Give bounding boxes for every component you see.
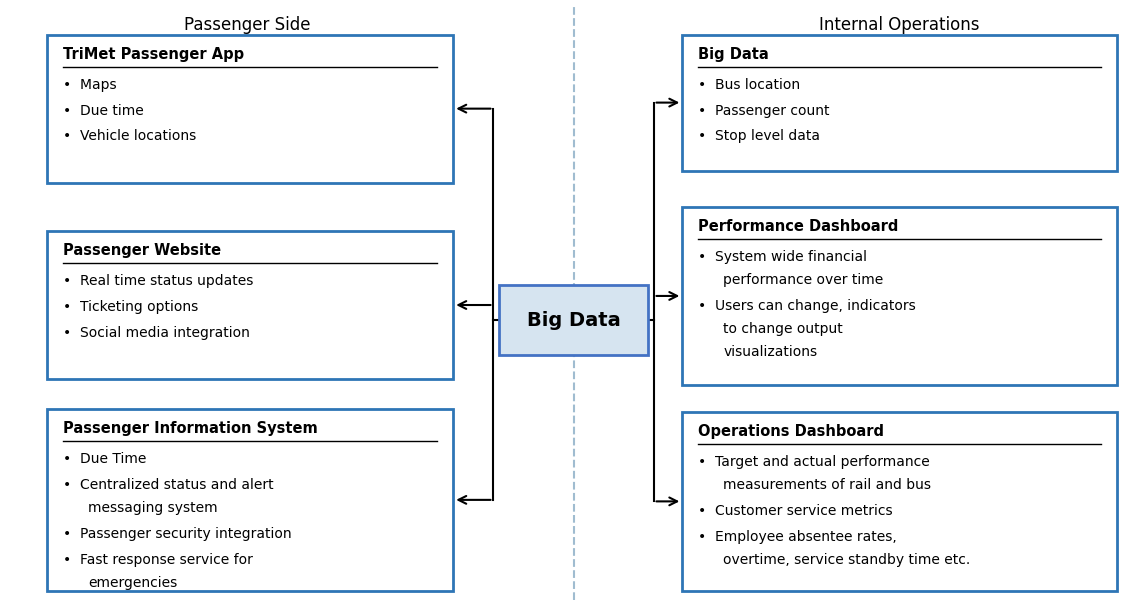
Text: Big Data: Big Data — [699, 47, 768, 62]
Text: •  Stop level data: • Stop level data — [699, 129, 820, 143]
Text: Passenger Side: Passenger Side — [185, 16, 311, 35]
FancyBboxPatch shape — [682, 412, 1117, 591]
FancyBboxPatch shape — [682, 35, 1117, 171]
Text: •  Centralized status and alert: • Centralized status and alert — [63, 478, 274, 492]
Text: performance over time: performance over time — [724, 273, 883, 287]
Text: •  Users can change, indicators: • Users can change, indicators — [699, 299, 916, 313]
Text: to change output: to change output — [724, 322, 843, 336]
Text: measurements of rail and bus: measurements of rail and bus — [724, 478, 931, 492]
Text: •  Target and actual performance: • Target and actual performance — [699, 455, 930, 469]
Text: •  Maps: • Maps — [63, 78, 117, 92]
Text: •  Real time status updates: • Real time status updates — [63, 274, 253, 288]
Text: Big Data: Big Data — [526, 311, 621, 330]
Text: TriMet Passenger App: TriMet Passenger App — [63, 47, 244, 62]
Text: emergencies: emergencies — [88, 576, 178, 590]
Text: Passenger Information System: Passenger Information System — [63, 421, 318, 436]
Text: •  System wide financial: • System wide financial — [699, 249, 867, 263]
Text: Operations Dashboard: Operations Dashboard — [699, 424, 884, 439]
Text: messaging system: messaging system — [88, 501, 218, 515]
FancyBboxPatch shape — [499, 285, 648, 355]
Text: •  Due time: • Due time — [63, 104, 143, 118]
Text: •  Due Time: • Due Time — [63, 452, 147, 466]
Text: •  Passenger count: • Passenger count — [699, 104, 829, 118]
FancyBboxPatch shape — [47, 409, 453, 591]
Text: •  Fast response service for: • Fast response service for — [63, 553, 253, 567]
Text: •  Ticketing options: • Ticketing options — [63, 300, 198, 314]
Text: •  Bus location: • Bus location — [699, 78, 801, 92]
Text: Performance Dashboard: Performance Dashboard — [699, 219, 898, 234]
Text: overtime, service standby time etc.: overtime, service standby time etc. — [724, 553, 970, 567]
Text: •  Social media integration: • Social media integration — [63, 326, 250, 340]
FancyBboxPatch shape — [47, 35, 453, 183]
Text: •  Passenger security integration: • Passenger security integration — [63, 527, 291, 541]
Text: •  Employee absentee rates,: • Employee absentee rates, — [699, 530, 897, 544]
Text: Internal Operations: Internal Operations — [819, 16, 980, 35]
Text: visualizations: visualizations — [724, 345, 818, 359]
FancyBboxPatch shape — [47, 231, 453, 379]
FancyBboxPatch shape — [682, 207, 1117, 385]
Text: •  Vehicle locations: • Vehicle locations — [63, 129, 196, 143]
Text: Passenger Website: Passenger Website — [63, 243, 221, 258]
Text: •  Customer service metrics: • Customer service metrics — [699, 504, 892, 518]
